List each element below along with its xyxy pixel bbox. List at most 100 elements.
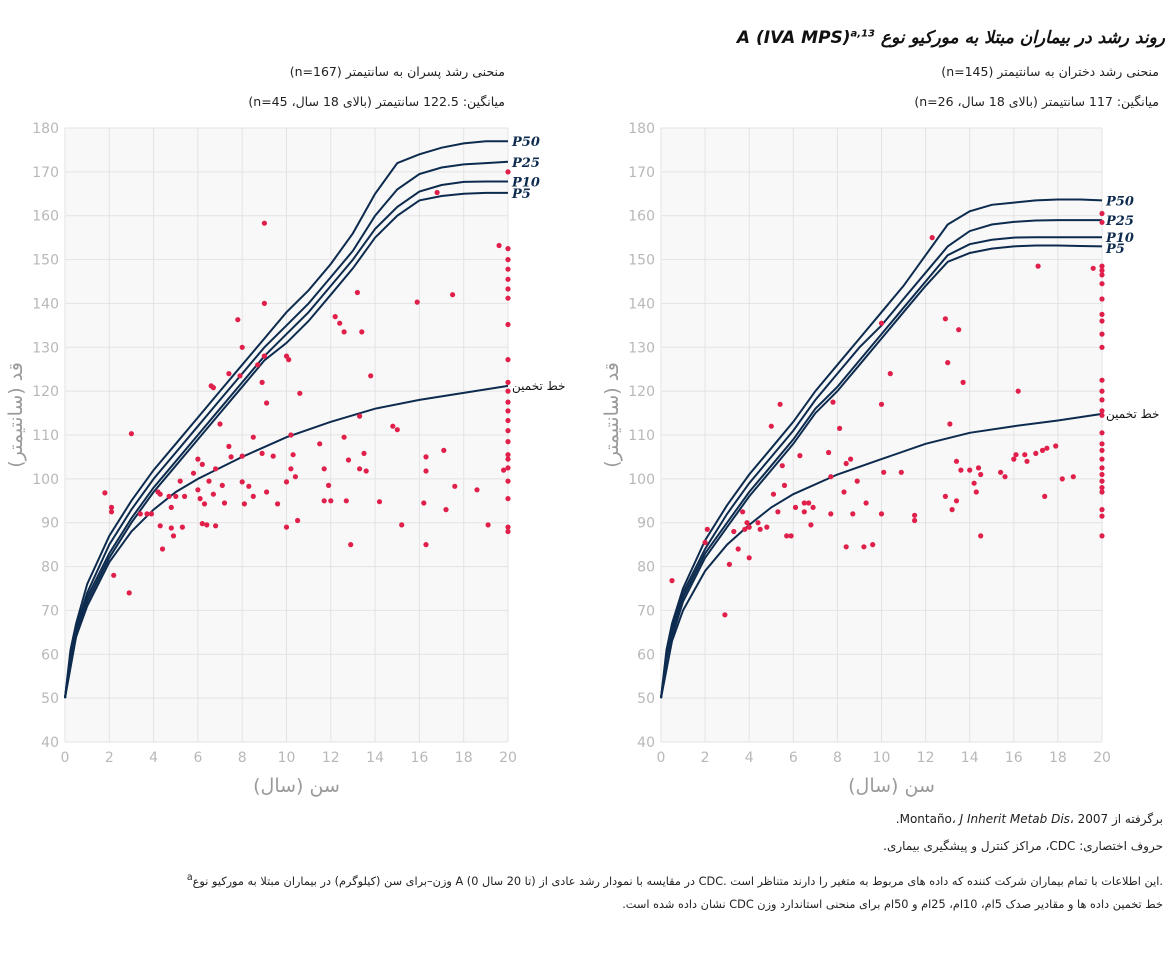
data-point <box>953 458 960 464</box>
data-point <box>1024 458 1030 464</box>
data-point <box>887 371 893 377</box>
data-point <box>768 423 774 429</box>
data-point <box>259 379 265 385</box>
main-title-sup: a,13 <box>850 28 876 40</box>
y-tick-label: 180 <box>32 121 59 137</box>
data-point <box>261 353 267 359</box>
x-tick-label: 6 <box>789 750 798 766</box>
data-point <box>111 572 117 578</box>
data-point <box>781 482 788 488</box>
data-point <box>1099 331 1105 337</box>
data-point <box>505 399 511 405</box>
curve-label-p50: P50 <box>1105 194 1134 209</box>
data-point <box>841 489 847 495</box>
data-point <box>1099 388 1105 394</box>
x-tick-label: 4 <box>745 750 754 766</box>
y-tick-label: 60 <box>637 647 655 663</box>
data-point <box>159 546 166 552</box>
data-point <box>108 509 115 515</box>
data-point <box>1099 281 1105 287</box>
data-point <box>947 421 953 427</box>
data-point <box>971 480 977 486</box>
source-journal: J Inherit Metab Dis <box>959 812 1070 826</box>
data-point <box>290 452 296 458</box>
data-point <box>168 525 174 531</box>
data-point <box>250 493 256 499</box>
x-tick-label: 14 <box>366 750 384 766</box>
data-point <box>797 453 803 459</box>
data-point <box>726 561 733 568</box>
data-point <box>704 526 710 532</box>
data-point <box>357 413 363 419</box>
data-point <box>746 524 752 530</box>
footnote-a-marker: a <box>186 872 193 883</box>
data-point <box>1099 471 1105 478</box>
data-point <box>942 493 949 499</box>
data-point <box>1099 533 1105 539</box>
data-point <box>505 452 511 458</box>
data-point <box>505 257 511 263</box>
data-point <box>168 504 174 510</box>
data-point <box>326 482 332 488</box>
data-point <box>441 447 447 453</box>
source-note: برگرفته از Montaño، J Inherit Metab Dis،… <box>896 812 1163 826</box>
data-point <box>128 431 134 437</box>
data-point <box>283 524 290 530</box>
curve-label-estimate: خط تخمین <box>512 379 565 394</box>
data-point <box>421 500 427 506</box>
data-point <box>810 504 816 510</box>
curve-label-estimate: خط تخمین <box>1106 407 1159 422</box>
data-point <box>770 491 777 497</box>
data-point <box>792 504 799 510</box>
y-tick-label: 50 <box>637 691 655 707</box>
data-point <box>213 523 219 529</box>
data-point <box>861 544 867 550</box>
data-point <box>1099 485 1105 491</box>
data-point <box>328 498 334 504</box>
data-point <box>949 507 955 513</box>
data-point <box>1099 513 1105 519</box>
chart-girls: 40 50 60 70 80 90 100 110 120 130 140 150 160 170 180 0… <box>601 121 1159 797</box>
data-point <box>505 357 511 363</box>
data-point <box>801 509 807 515</box>
data-point <box>210 491 216 497</box>
x-axis-title: سن (سال) <box>253 775 340 797</box>
data-point <box>292 474 298 480</box>
data-point <box>137 511 143 517</box>
data-point <box>414 299 420 305</box>
data-point <box>505 439 511 445</box>
data-point <box>1053 443 1059 449</box>
data-point <box>1033 450 1039 456</box>
chart-boys-subtitle-1: منحنی رشد پسران به سانتیمتر (n=167) <box>289 64 505 79</box>
data-point <box>801 500 807 506</box>
data-point <box>806 500 812 506</box>
data-point <box>1039 447 1046 453</box>
data-point <box>505 456 511 462</box>
x-tick-label: 0 <box>61 750 70 766</box>
y-tick-label: 80 <box>41 560 59 576</box>
data-point <box>1099 397 1105 403</box>
data-point <box>775 509 781 515</box>
chart-boys: 40 50 60 70 80 90 100 110 120 130 140 150 160 170 180 0… <box>5 121 565 797</box>
y-tick-label: 160 <box>628 209 655 225</box>
data-point <box>505 388 511 394</box>
data-point <box>343 498 349 504</box>
data-point <box>270 453 276 459</box>
data-point <box>777 401 783 407</box>
data-point <box>878 401 885 407</box>
data-point <box>239 453 245 459</box>
footnote-a-text: وزن–برای سن (کیلوگرم) در بیماران مبتلا ب… <box>192 874 1163 888</box>
data-point <box>474 487 480 493</box>
x-axis-title: سن (سال) <box>848 775 935 797</box>
data-point <box>246 483 252 489</box>
data-point <box>505 408 511 414</box>
data-point <box>898 469 904 475</box>
data-point <box>177 478 183 484</box>
data-point <box>1090 265 1096 271</box>
data-point <box>1099 441 1105 447</box>
data-point <box>929 235 935 241</box>
data-point <box>1099 478 1105 484</box>
data-point <box>912 512 918 518</box>
y-tick-label: 160 <box>32 209 59 225</box>
